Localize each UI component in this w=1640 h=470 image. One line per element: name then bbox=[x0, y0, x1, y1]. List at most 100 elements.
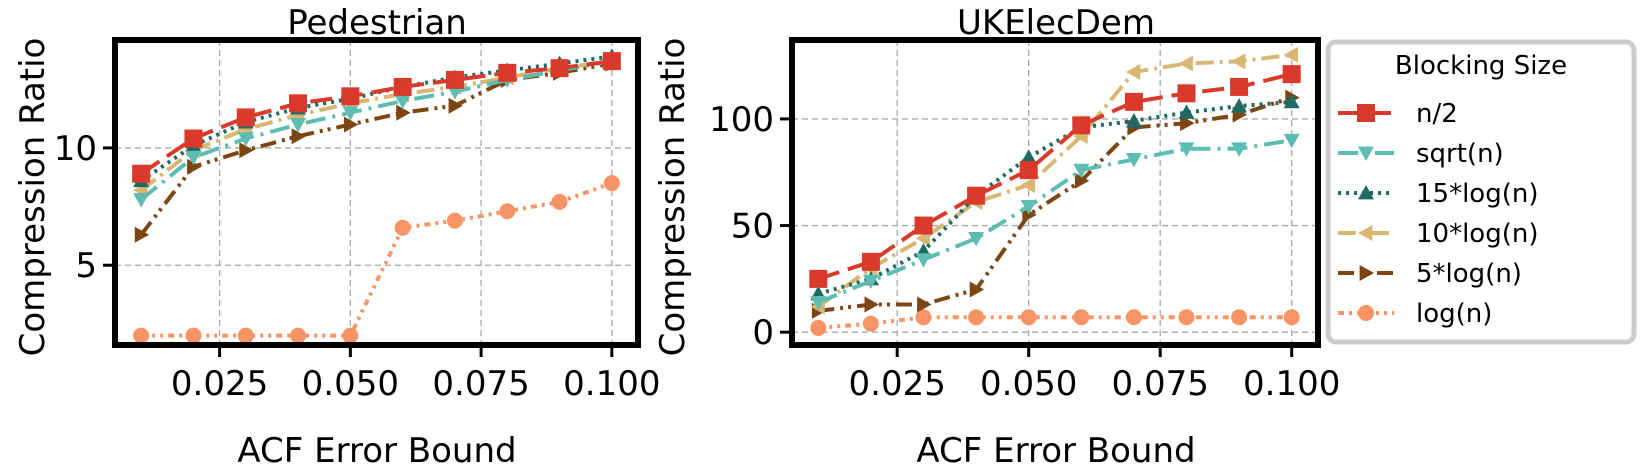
ukelecdem-data-point bbox=[1022, 206, 1037, 223]
ukelecdem-title: UKElecDem bbox=[957, 3, 1155, 43]
pedestrian-grid bbox=[115, 40, 638, 345]
pedestrian-data-point bbox=[342, 106, 359, 121]
ukelecdem-series-line bbox=[817, 72, 1293, 281]
legend-frame bbox=[1325, 39, 1637, 345]
pedestrian-x-tick-label: 0.025 bbox=[171, 364, 268, 404]
pedestrian-data-point bbox=[185, 150, 202, 166]
pedestrian-data-point bbox=[342, 327, 359, 344]
ukelecdem-data-point bbox=[1283, 133, 1300, 149]
pedestrian-series-line bbox=[139, 59, 613, 192]
ukelecdem-data-point bbox=[1020, 177, 1036, 194]
pedestrian-data-point bbox=[289, 94, 308, 113]
ukelecdem-data-point bbox=[810, 319, 827, 336]
legend-entry-5-log-n: 5*log(n) bbox=[1338, 259, 1522, 289]
ukelecdem-series-line bbox=[817, 52, 1292, 309]
pedestrian-data-point bbox=[446, 212, 463, 229]
ukelecdem-data-point bbox=[864, 296, 879, 313]
legend-label: 15*log(n) bbox=[1416, 179, 1538, 209]
legend-marker bbox=[1358, 305, 1374, 321]
legend-entry-n-2: n/2 bbox=[1338, 99, 1458, 129]
legend: Blocking Size n/2 sqrt(n) 15*log(n) 10*log(… bbox=[1325, 39, 1637, 345]
pedestrian-data-point bbox=[133, 327, 150, 344]
ukelecdem-data-point bbox=[914, 216, 933, 235]
legend-entry-10-log-n: 10*log(n) bbox=[1338, 219, 1538, 249]
ukelecdem-series-line bbox=[818, 95, 1293, 313]
pedestrian-data-point bbox=[602, 52, 621, 71]
legend-marker bbox=[1358, 225, 1373, 241]
legend-title: Blocking Size bbox=[1395, 51, 1567, 81]
legend-marker bbox=[1358, 146, 1374, 161]
pedestrian-data-point bbox=[448, 97, 463, 114]
ukelecdem-data-point bbox=[1178, 142, 1195, 157]
ukelecdem-data-point bbox=[1283, 93, 1300, 109]
ukelecdem-data-point bbox=[1180, 115, 1195, 132]
ukelecdem-panel: UKElecDem ACF Error Bound Compression Ra… bbox=[653, 3, 1340, 470]
pedestrian-panel: Pedestrian ACF Error Bound Compression R… bbox=[13, 3, 661, 470]
ukelecdem-series-line bbox=[817, 138, 1293, 305]
ukelecdem-y-tick-label: 100 bbox=[709, 100, 774, 140]
pedestrian-data-point bbox=[396, 104, 411, 121]
pedestrian-data-point bbox=[239, 142, 254, 159]
ukelecdem-y-axis-label: Compression Ratio bbox=[653, 38, 693, 357]
pedestrian-x-axis-label: ACF Error Bound bbox=[237, 431, 516, 470]
ukelecdem-x-tick-label: 0.050 bbox=[980, 364, 1077, 404]
pedestrian-data-point bbox=[132, 164, 151, 183]
ukelecdem-data-point bbox=[1283, 46, 1299, 63]
pedestrian-series-n-2 bbox=[132, 52, 621, 183]
ukelecdem-data-point bbox=[1020, 309, 1037, 326]
pedestrian-y-tick-label: 10 bbox=[54, 129, 97, 169]
ukelecdem-x-tick-label: 0.025 bbox=[849, 364, 946, 404]
pedestrian-data-point bbox=[133, 193, 150, 208]
pedestrian-data-point bbox=[343, 116, 359, 133]
ukelecdem-data-point bbox=[1124, 92, 1143, 111]
pedestrian-plot-frame bbox=[112, 37, 641, 348]
ukelecdem-data-point bbox=[968, 309, 985, 326]
ukelecdem-series-line bbox=[818, 315, 1292, 330]
ukelecdem-data-point bbox=[1231, 98, 1248, 113]
ukelecdem-plot-frame bbox=[789, 37, 1321, 348]
legend-label: 10*log(n) bbox=[1416, 219, 1538, 249]
legend-marker bbox=[1358, 185, 1374, 200]
ukelecdem-series-5-log-n bbox=[811, 89, 1300, 319]
ukelecdem-data-point bbox=[810, 295, 827, 311]
ukelecdem-data-point bbox=[1125, 63, 1141, 80]
ukelecdem-data-point bbox=[1125, 309, 1142, 326]
pedestrian-series-line bbox=[140, 59, 613, 176]
ukelecdem-data-point bbox=[967, 186, 986, 205]
ukelecdem-data-point bbox=[1020, 199, 1037, 215]
pedestrian-data-point bbox=[550, 59, 569, 78]
ukelecdem-series-sqrt-n bbox=[810, 133, 1300, 311]
pedestrian-data-point bbox=[291, 128, 307, 145]
ukelecdem-data-point bbox=[915, 309, 932, 326]
ukelecdem-data-point bbox=[1178, 55, 1193, 72]
ukelecdem-data-point bbox=[1230, 77, 1249, 96]
ukelecdem-data-point bbox=[1177, 84, 1196, 103]
pedestrian-series-line bbox=[141, 181, 613, 338]
ukelecdem-data-point bbox=[1125, 113, 1142, 128]
pedestrian-data-point bbox=[394, 94, 411, 109]
pedestrian-data-point bbox=[603, 175, 620, 192]
pedestrian-data-point bbox=[134, 226, 150, 243]
ukelecdem-data-point bbox=[1019, 161, 1038, 180]
pedestrian-series-log-n bbox=[133, 175, 620, 344]
ukelecdem-data-point bbox=[915, 253, 932, 268]
ukelecdem-data-point bbox=[809, 269, 828, 288]
ukelecdem-data-point bbox=[1073, 309, 1090, 326]
pedestrian-data-point bbox=[184, 129, 203, 148]
ukelecdem-data-point bbox=[1231, 142, 1248, 157]
ukelecdem-series-line bbox=[817, 99, 1292, 296]
pedestrian-data-point bbox=[393, 77, 412, 96]
ukelecdem-y-tick-label: 50 bbox=[731, 207, 774, 247]
legend-entry-log-n: log(n) bbox=[1338, 299, 1492, 329]
ukelecdem-data-point bbox=[1020, 149, 1037, 164]
pedestrian-x-tick-label: 0.100 bbox=[563, 364, 660, 404]
pedestrian-data-point bbox=[499, 203, 516, 220]
ukelecdem-grid bbox=[792, 40, 1318, 345]
pedestrian-data-point bbox=[551, 193, 568, 210]
pedestrian-data-point bbox=[187, 158, 202, 175]
ukelecdem-data-point bbox=[1178, 104, 1195, 119]
ukelecdem-data-point bbox=[862, 274, 879, 290]
ukelecdem-data-point bbox=[861, 252, 880, 271]
pedestrian-data-point bbox=[498, 63, 517, 82]
